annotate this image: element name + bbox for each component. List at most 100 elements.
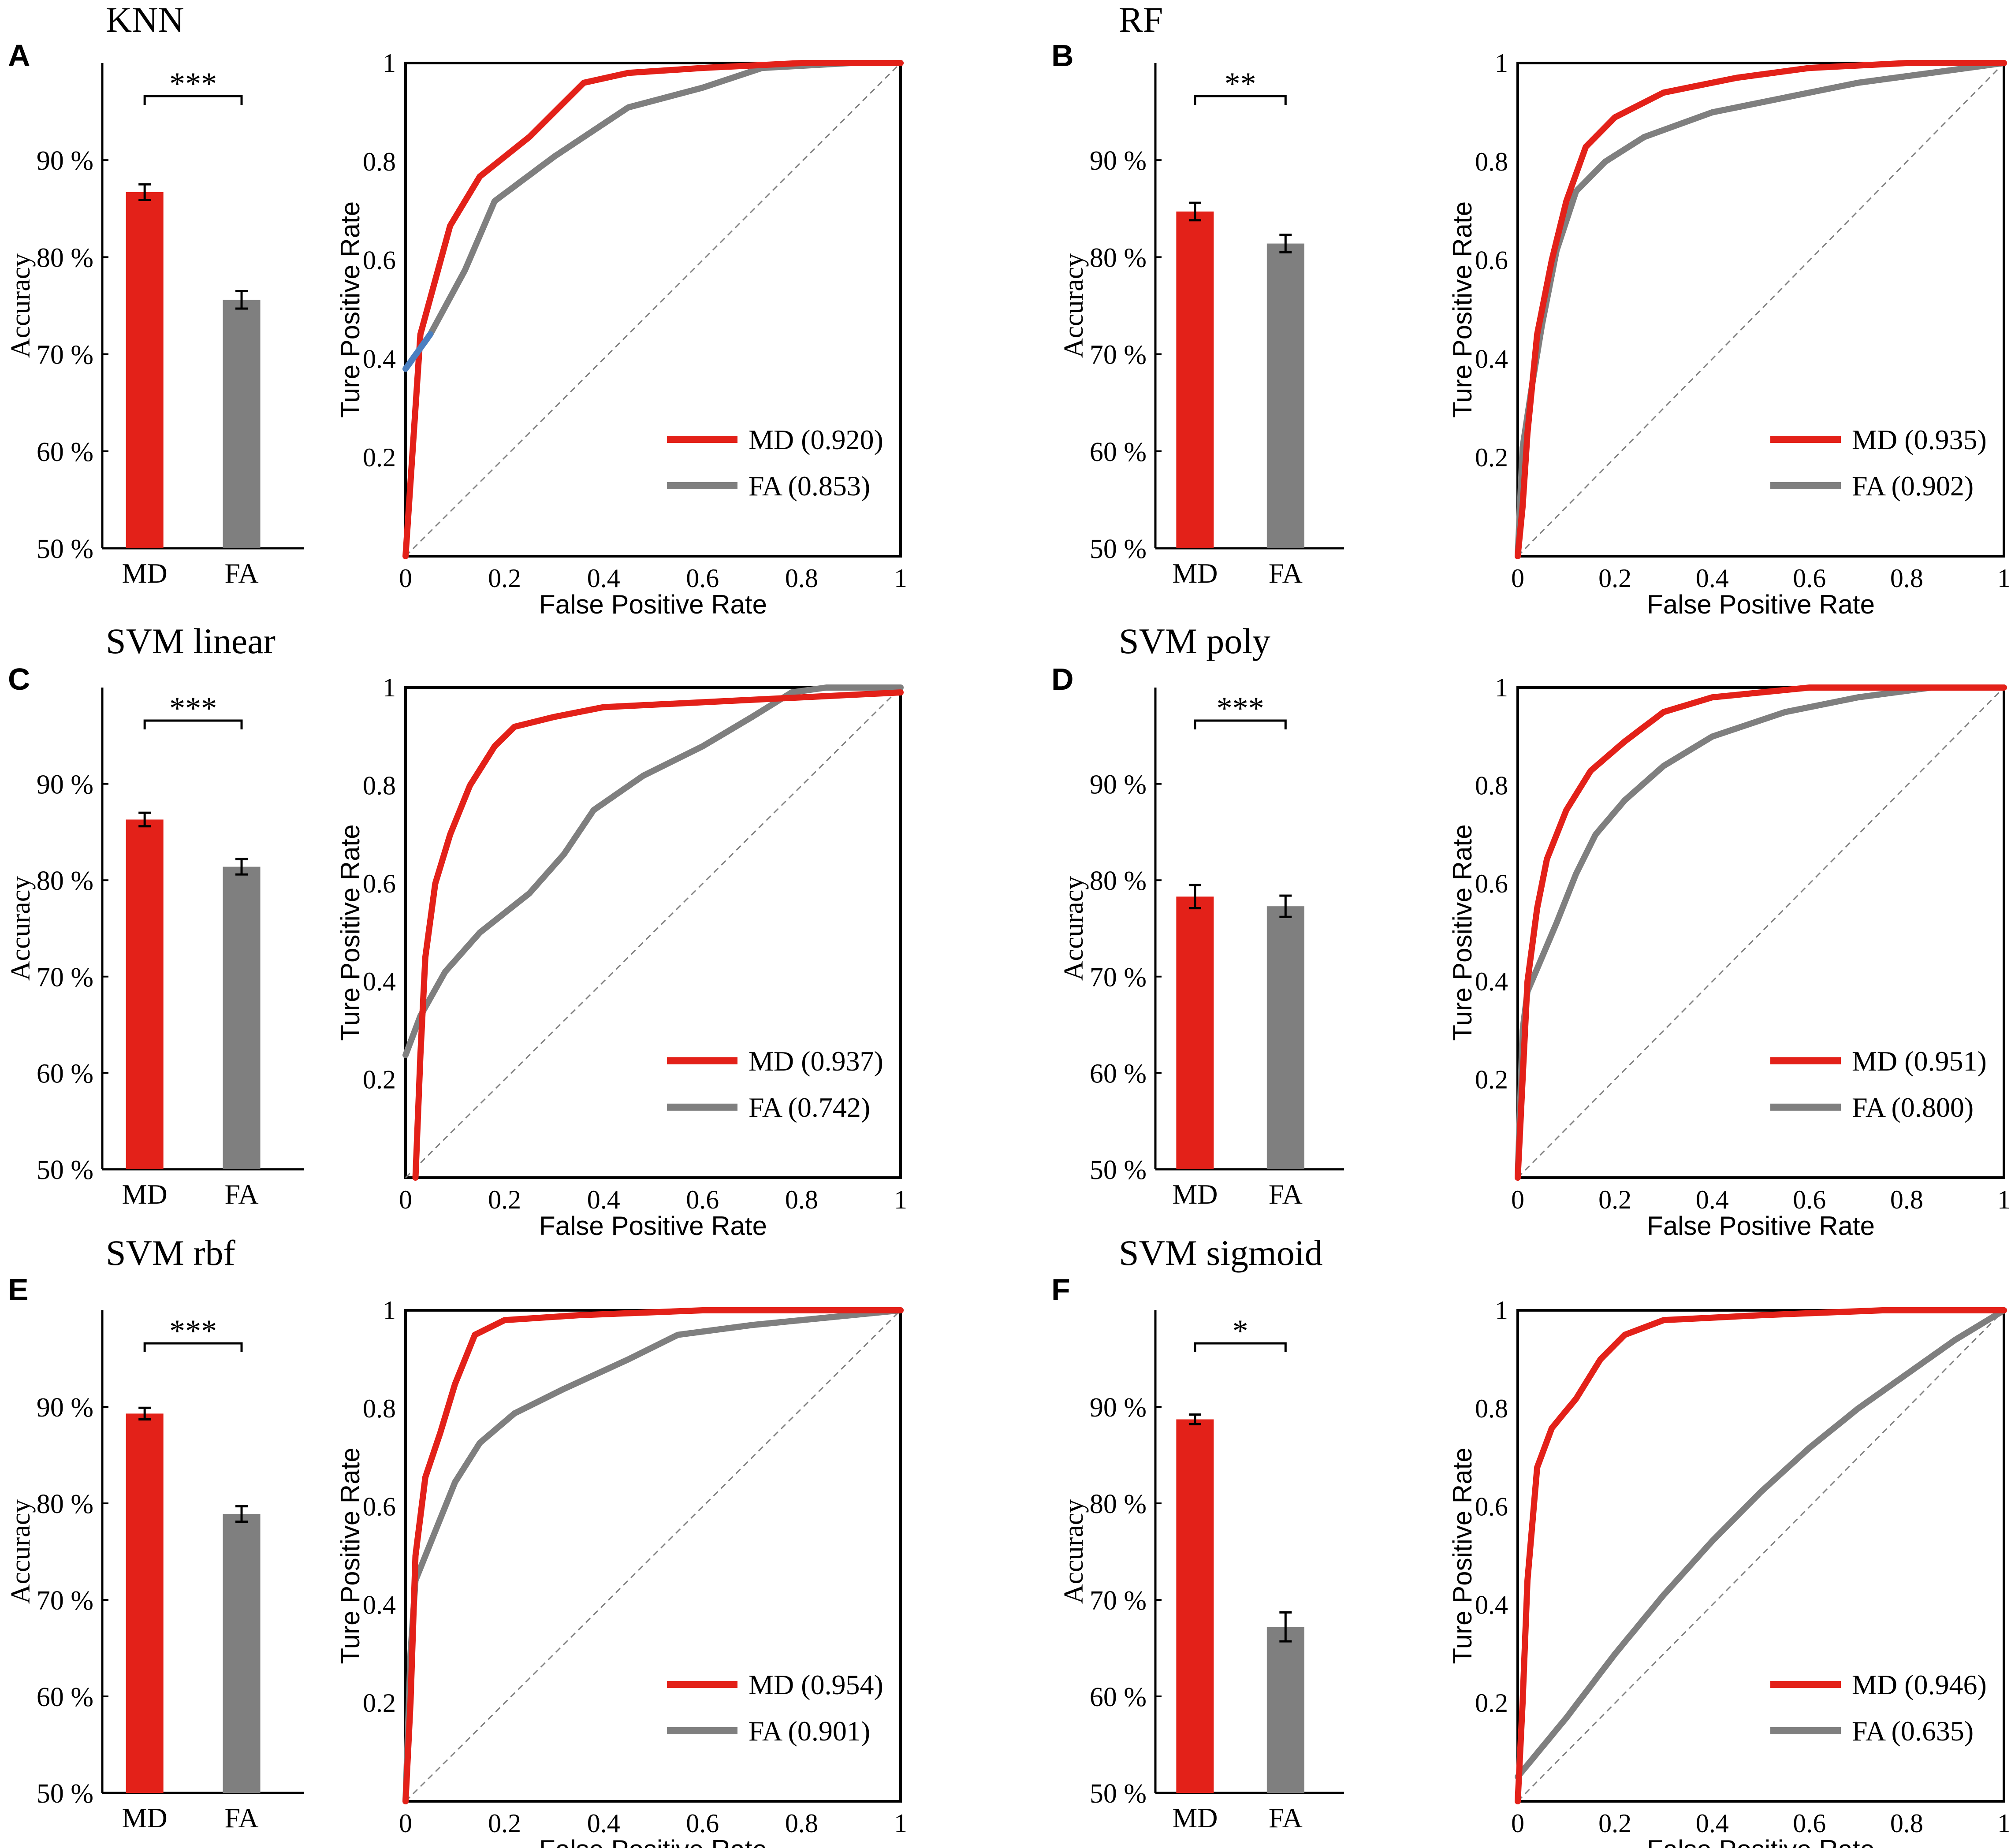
y-tick-label: 50 % [37, 534, 93, 564]
x-tick-label: 0 [1511, 1185, 1524, 1214]
category-label: MD [1172, 1179, 1218, 1210]
category-label: MD [122, 1802, 168, 1833]
x-tick-label: 0.6 [1793, 564, 1826, 593]
y-tick-label: 0.4 [1475, 1590, 1508, 1619]
chance-diagonal [1517, 62, 2005, 557]
roc-frame [404, 62, 902, 558]
y-tick-label: 50 % [1090, 1155, 1147, 1185]
y-axis-label: Accuracy [6, 253, 36, 358]
roc-frame [404, 686, 902, 1179]
category-label: FA [224, 558, 258, 589]
roc-chart: 0 0.2 0.4 0.6 0.8 1 0.2 0.4 0.6 0.8 1 False Positiv… [1448, 673, 2011, 1241]
y-tick-label: 60 % [1090, 437, 1147, 467]
y-tick-label: 0.8 [363, 147, 396, 176]
roc-line-fa [1515, 1307, 2007, 1780]
y-tick-label: 80 % [37, 866, 93, 896]
y-tick-label: 0.2 [1475, 1065, 1508, 1094]
x-axis-label: False Positive Rate [539, 590, 767, 619]
significance-bracket [143, 1342, 243, 1352]
bar-md [126, 1413, 164, 1793]
y-tick-label: 0.4 [1475, 344, 1508, 373]
y-tick-label: 70 % [37, 1586, 93, 1616]
category-label: MD [1172, 1802, 1218, 1833]
chance-diagonal [405, 62, 901, 557]
significance-stars: * [1233, 1313, 1248, 1349]
legend-label-md: MD (0.954) [749, 1669, 883, 1700]
y-tick-label: 1 [383, 48, 396, 78]
y-tick-label: 0.8 [363, 771, 396, 800]
y-tick-label: 70 % [1090, 963, 1147, 993]
accuracy-bar-chart: 50 % 60 % 70 % 80 % 90 % Accuracy MD FA * [1059, 1310, 1344, 1833]
panel-F: F SVM sigmoid 50 % 60 % 70 % 80 % 90 % Accuracy… [1051, 1233, 2011, 1848]
accuracy-bar-chart: 50 % 60 % 70 % 80 % 90 % Accuracy MD FA *** [6, 1310, 304, 1833]
y-tick-label: 0.6 [1475, 1492, 1508, 1521]
x-tick-label: 1 [1997, 1809, 2011, 1838]
x-tick-label: 0.4 [1696, 564, 1729, 593]
panel-title: SVM poly [1119, 621, 1270, 661]
category-label: FA [224, 1179, 258, 1210]
y-tick-label: 50 % [37, 1779, 93, 1809]
category-label: FA [1269, 1802, 1303, 1833]
y-tick-label: 60 % [37, 437, 93, 467]
x-tick-label: 0.6 [686, 564, 719, 593]
panel-E: E SVM rbf 50 % 60 % 70 % 80 % 90 % Accuracy MD FA… [6, 1233, 907, 1848]
category-label: FA [224, 1802, 258, 1833]
y-axis-label: Ture Positive Rate [335, 201, 365, 418]
roc-frame [1516, 686, 2005, 1179]
y-tick-label: 0.2 [363, 1688, 396, 1718]
x-tick-label: 0 [1511, 1809, 1524, 1838]
legend-label-fa: FA (0.901) [749, 1715, 870, 1747]
panel-letter: C [8, 662, 30, 696]
y-tick-label: 50 % [1090, 1779, 1147, 1809]
x-tick-label: 1 [894, 564, 907, 593]
y-tick-label: 1 [1495, 48, 1508, 78]
bar-fa [223, 1514, 261, 1793]
roc-chart: 0 0.2 0.4 0.6 0.8 1 0.2 0.4 0.6 0.8 1 False Positiv… [335, 1296, 907, 1848]
x-tick-label: 0.2 [488, 564, 521, 593]
x-tick-label: 0.8 [785, 564, 818, 593]
panel-letter: F [1051, 1272, 1070, 1307]
x-tick-label: 0.2 [488, 1185, 521, 1214]
y-tick-label: 90 % [37, 770, 93, 800]
x-tick-label: 0.8 [1890, 1185, 1923, 1214]
x-tick-label: 0 [399, 564, 412, 593]
y-tick-label: 60 % [1090, 1059, 1147, 1089]
roc-line-md [402, 1307, 904, 1804]
roc-line-md [1515, 684, 2007, 1181]
panel-B: B RF 50 % 60 % 70 % 80 % 90 % Accuracy MD FA ** 0 0.… [1051, 0, 2011, 619]
bar-md [126, 192, 164, 549]
roc-frame [1516, 1309, 2005, 1803]
y-tick-label: 0.8 [363, 1394, 396, 1423]
x-axis-label: False Positive Rate [539, 1211, 767, 1241]
accuracy-bar-chart: 50 % 60 % 70 % 80 % 90 % Accuracy MD FA ** [1059, 63, 1344, 589]
roc-frame [1516, 62, 2005, 558]
bar-md [1176, 211, 1214, 548]
x-tick-label: 0.6 [1793, 1185, 1826, 1214]
legend-label-fa: FA (0.902) [1852, 470, 1974, 502]
panel-title: SVM linear [106, 621, 276, 661]
x-tick-label: 1 [1997, 1185, 2011, 1214]
y-tick-label: 90 % [1090, 146, 1147, 176]
y-axis-label: Ture Positive Rate [1448, 1447, 1477, 1664]
roc-line-fa [402, 684, 904, 1058]
x-tick-label: 0 [399, 1809, 412, 1838]
y-axis-label: Accuracy [6, 1499, 36, 1604]
y-tick-label: 0.6 [363, 246, 396, 275]
roc-line-md [412, 689, 904, 1181]
roc-chart: 0 0.2 0.4 0.6 0.8 1 0.2 0.4 0.6 0.8 1 False Positiv… [335, 48, 907, 619]
x-axis-label: False Positive Rate [539, 1835, 767, 1848]
y-axis-label: Accuracy [1059, 253, 1089, 358]
accuracy-bar-chart: 50 % 60 % 70 % 80 % 90 % Accuracy MD FA *** [1059, 688, 1344, 1210]
y-tick-label: 60 % [37, 1059, 93, 1089]
x-tick-label: 0.4 [587, 1809, 620, 1838]
x-tick-label: 0.2 [1598, 1809, 1631, 1838]
y-tick-label: 0.6 [363, 869, 396, 898]
y-tick-label: 1 [383, 1296, 396, 1325]
roc-line-fa-start-segment [402, 331, 434, 372]
category-label: FA [1269, 558, 1303, 589]
legend-label-md: MD (0.935) [1852, 424, 1987, 455]
significance-bracket [1194, 1342, 1287, 1352]
x-tick-label: 0.4 [587, 564, 620, 593]
x-tick-label: 1 [894, 1809, 907, 1838]
